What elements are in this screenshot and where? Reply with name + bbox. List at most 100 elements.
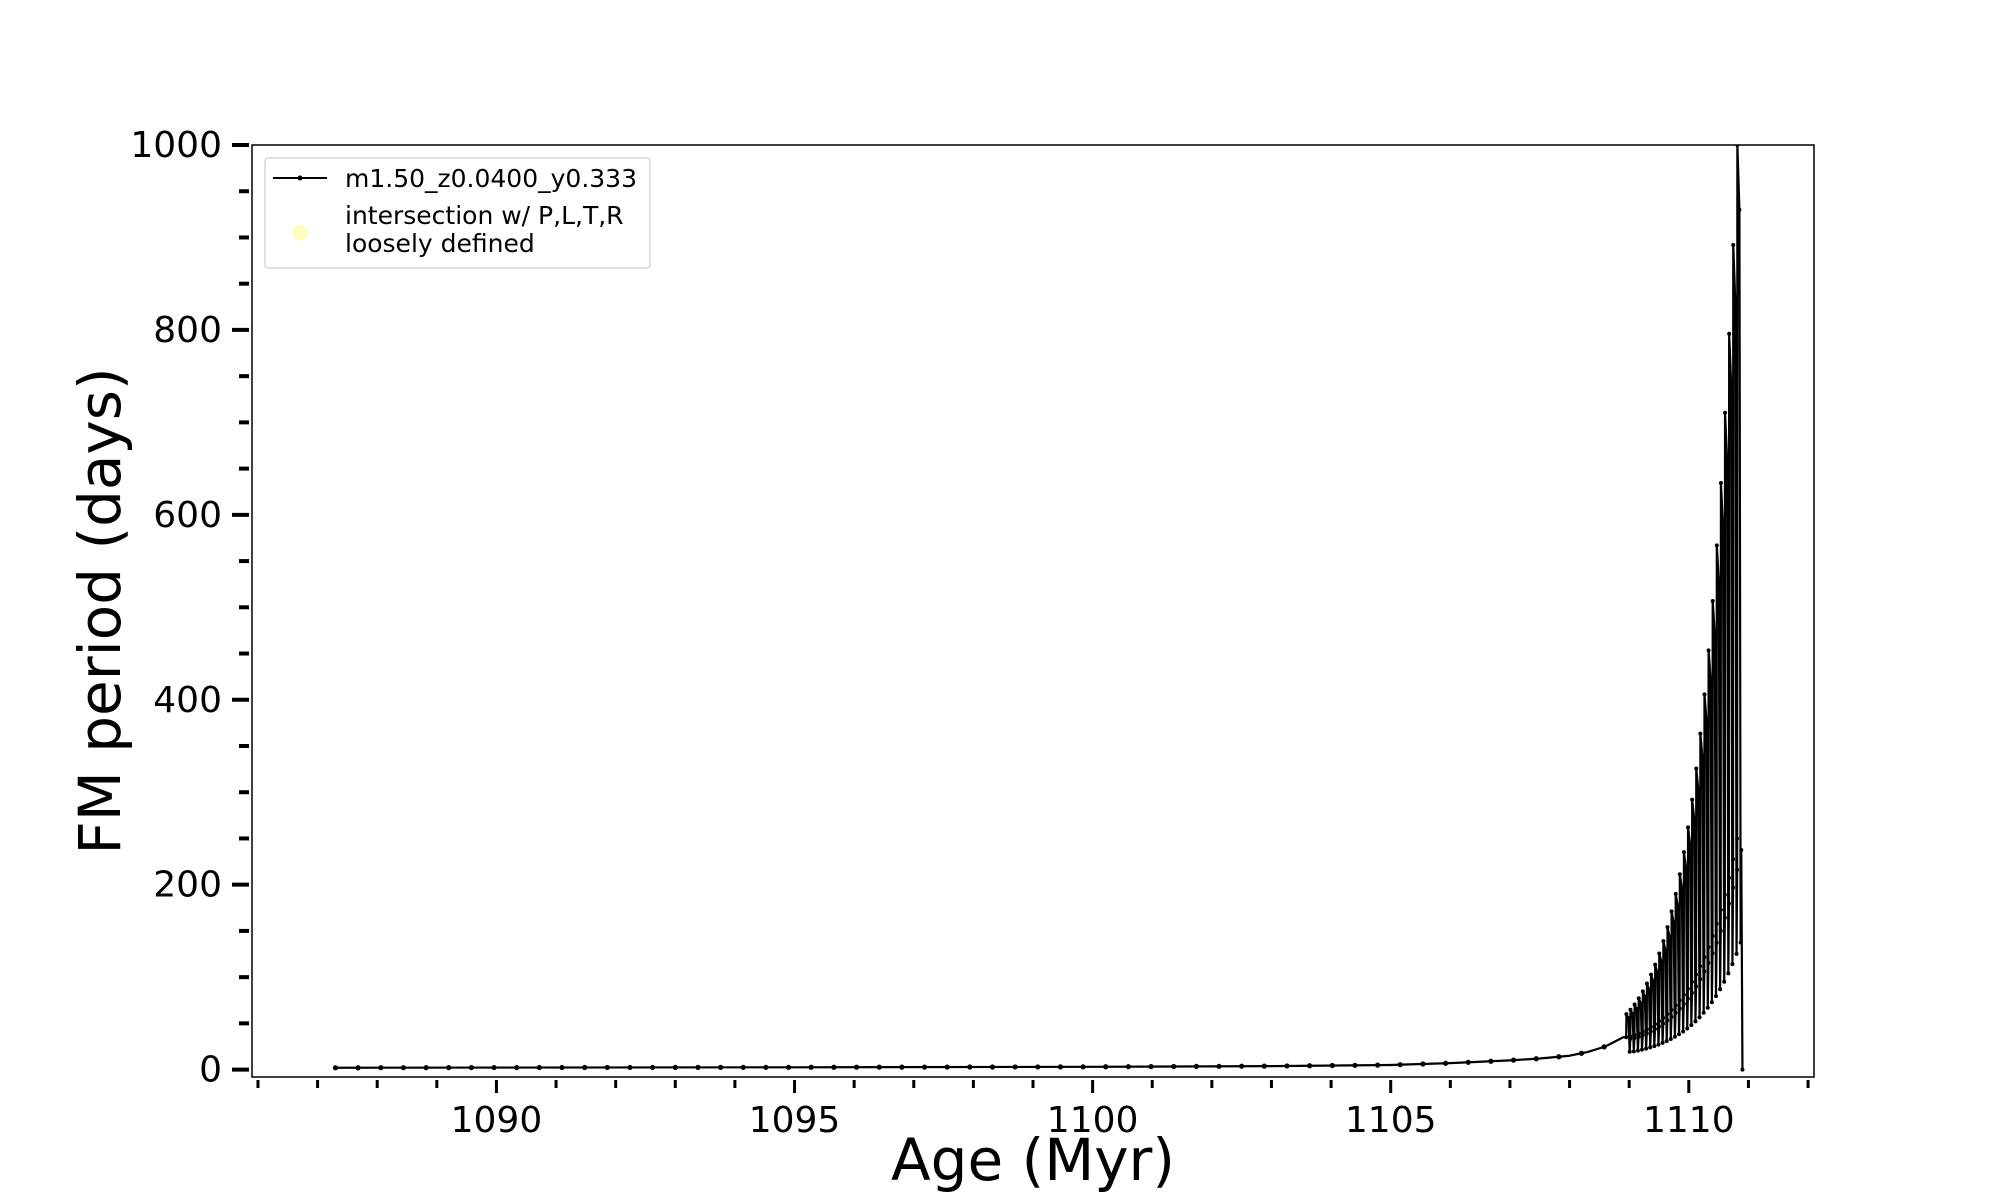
legend: m1.50_z0.0400_y0.333 intersection w/ P,L… (264, 157, 651, 269)
x-tick-label: 1110 (1643, 1100, 1735, 1141)
series-point (423, 1065, 429, 1071)
series-point (1686, 825, 1691, 830)
series-point (1261, 1063, 1267, 1069)
y-tick-label: 600 (153, 495, 222, 536)
series-markers (332, 145, 1745, 1072)
series-point (1716, 580, 1721, 585)
series-point (1628, 1007, 1633, 1012)
series-point (1709, 1000, 1714, 1005)
series-point (1710, 933, 1715, 938)
series-point (1689, 980, 1694, 985)
series-point (1697, 1015, 1702, 1020)
legend-entry-0: m1.50_z0.0400_y0.333 (345, 164, 637, 193)
series-point (1698, 964, 1703, 969)
series-point (1705, 1005, 1710, 1010)
series-point (1677, 1006, 1682, 1011)
series-point (355, 1065, 361, 1071)
series-point (1704, 718, 1709, 723)
series-point (1723, 410, 1728, 415)
series-point (1734, 951, 1739, 956)
series-point (1690, 797, 1695, 802)
series-point (944, 1064, 950, 1070)
series-point (1714, 921, 1719, 926)
series-point (627, 1064, 633, 1071)
series-point (1632, 1036, 1637, 1041)
series-point (1739, 848, 1744, 853)
series-point (1665, 1012, 1670, 1017)
series-point (1216, 1063, 1222, 1069)
series-point (1731, 857, 1736, 862)
series-point (536, 1064, 542, 1071)
series-point (1673, 1010, 1678, 1015)
series-point (1012, 1064, 1018, 1070)
series-point (1696, 787, 1701, 792)
series-point (1488, 1058, 1494, 1064)
series-point (1669, 909, 1674, 914)
series-point (1735, 836, 1740, 841)
series-point (1702, 969, 1707, 974)
series-point (853, 1064, 860, 1070)
series-point (1677, 1032, 1682, 1037)
series-point (514, 1064, 520, 1071)
series-point (1578, 1050, 1585, 1056)
series-point (1510, 1057, 1517, 1063)
series-point (1733, 300, 1738, 305)
series-point (491, 1064, 497, 1071)
series-point (1669, 1014, 1674, 1019)
series-point (1679, 885, 1684, 890)
series-point (1632, 1033, 1637, 1038)
series-point (1307, 1063, 1313, 1069)
series-point (1635, 1048, 1640, 1053)
series-point (1660, 1040, 1665, 1045)
series-point (1722, 979, 1727, 984)
plot-frame (251, 144, 1815, 1078)
series-point (1632, 1002, 1637, 1007)
series-point (1636, 1034, 1641, 1039)
series-point (378, 1065, 384, 1071)
series-point (1634, 1007, 1639, 1012)
series-point (989, 1064, 996, 1070)
series-point (468, 1064, 474, 1071)
series-point (1397, 1062, 1403, 1068)
series-point (1706, 648, 1711, 653)
series-point (1729, 383, 1734, 388)
series-point (1675, 904, 1680, 909)
series-point (1661, 939, 1666, 944)
series-point (1738, 940, 1743, 945)
series-point (876, 1064, 882, 1070)
series-point (400, 1065, 407, 1071)
series-point (808, 1064, 814, 1070)
series-point (1644, 1027, 1649, 1032)
series-point (1640, 989, 1645, 994)
series-point (1657, 1019, 1662, 1024)
series-point (1673, 1003, 1678, 1008)
series-point (1148, 1063, 1154, 1070)
series-point (1720, 522, 1725, 527)
series-point (1642, 994, 1647, 999)
series-point (582, 1064, 588, 1071)
series-point (1652, 1026, 1657, 1031)
series-point (1640, 1029, 1645, 1034)
series-point (1659, 959, 1664, 964)
series-point (1722, 892, 1727, 897)
series-point (1657, 951, 1662, 956)
series-point (1710, 951, 1715, 956)
series-point (1702, 955, 1707, 960)
series-point (1651, 979, 1656, 984)
series-point (1329, 1062, 1335, 1069)
series-point (1677, 998, 1682, 1003)
series-point (1653, 962, 1658, 967)
series-point (1698, 731, 1703, 736)
series-point (1706, 960, 1711, 965)
series-point (1718, 907, 1723, 912)
series-point (1669, 1007, 1674, 1012)
series-point (1644, 1046, 1649, 1051)
series-point (446, 1065, 452, 1071)
series-point (763, 1064, 769, 1070)
series-point (1649, 972, 1654, 977)
series-point (1692, 816, 1697, 821)
x-tick-label: 1105 (1345, 1100, 1437, 1141)
series-point (1631, 1049, 1636, 1054)
series-point (1239, 1063, 1245, 1069)
